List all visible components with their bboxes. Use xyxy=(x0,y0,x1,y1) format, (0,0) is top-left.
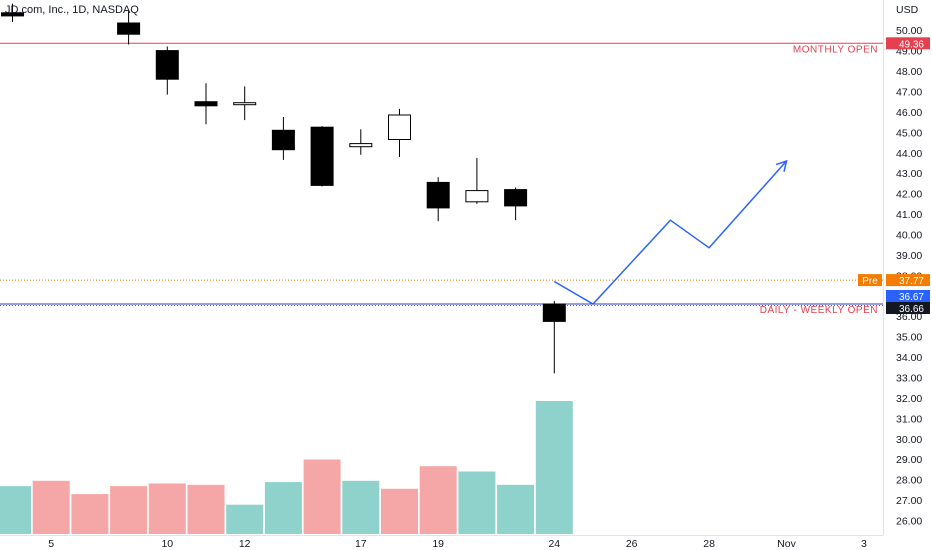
candlesticks xyxy=(1,3,566,374)
level-label: DAILY - WEEKLY OPEN xyxy=(760,305,878,316)
y-tick-label: 34.00 xyxy=(896,352,922,364)
volume-bar xyxy=(497,484,535,534)
x-tick-label: 26 xyxy=(626,538,638,550)
projection-line xyxy=(553,160,788,305)
y-tick-label: 26.00 xyxy=(896,516,922,528)
y-tick-label: 29.00 xyxy=(896,454,922,466)
y-tick-label: 33.00 xyxy=(896,373,922,385)
pre-label-text: Pre xyxy=(862,276,878,287)
y-tick-label: 47.00 xyxy=(896,87,922,99)
pre-price-tag-text: 37.77 xyxy=(899,276,924,287)
candle-body xyxy=(388,114,411,140)
candle-body xyxy=(155,50,179,80)
y-tick-label: 46.00 xyxy=(896,107,922,119)
x-tick-label: 28 xyxy=(703,538,715,550)
x-tick-label: 24 xyxy=(548,538,560,550)
candle-body xyxy=(426,181,450,209)
pre-price-tag xyxy=(886,274,930,287)
y-tick-label: 35.00 xyxy=(896,332,922,344)
volume-bars xyxy=(0,401,573,534)
level-price-tag xyxy=(886,37,930,50)
y-tick-label: 27.00 xyxy=(896,495,922,507)
x-tick-label: 3 xyxy=(861,538,867,550)
y-tick-label: 31.00 xyxy=(896,413,922,425)
y-tick-label: 30.00 xyxy=(896,434,922,446)
y-tick-label: 32.00 xyxy=(896,393,922,405)
candle-body xyxy=(194,101,218,107)
y-tick-label: 39.00 xyxy=(896,250,922,262)
volume-bar xyxy=(535,401,573,534)
volume-bar xyxy=(71,494,109,534)
chart-title: JD.com, Inc., 1D, NASDAQ xyxy=(5,4,139,16)
last-price-tag xyxy=(886,290,930,302)
y-tick-label: 43.00 xyxy=(896,168,922,180)
candle-body xyxy=(233,102,257,106)
x-tick-label: 10 xyxy=(161,538,173,550)
volume-bar xyxy=(187,484,225,534)
y-tick-label: 45.00 xyxy=(896,127,922,139)
volume-bar xyxy=(0,486,31,534)
candle-body xyxy=(542,303,566,322)
y-tick-label: 28.00 xyxy=(896,475,922,487)
volume-bar xyxy=(110,486,148,534)
volume-bar xyxy=(148,483,186,534)
y-tick-label: 44.00 xyxy=(896,148,922,160)
volume-bar xyxy=(303,459,341,534)
y-tick-label: 50.00 xyxy=(896,25,922,37)
candle-body xyxy=(349,143,373,148)
level-price-tag-text: 36.66 xyxy=(899,304,924,315)
y-tick-label: 42.00 xyxy=(896,189,922,201)
volume-bar xyxy=(381,488,418,534)
pre-label-tag xyxy=(858,274,882,287)
x-tick-label: 12 xyxy=(239,538,251,550)
y-tick-label: 40.00 xyxy=(896,230,922,242)
volume-bar xyxy=(264,482,302,534)
candle-body xyxy=(504,189,528,207)
projection-path xyxy=(553,159,788,305)
projection-arrowhead xyxy=(775,159,788,172)
y-tick-label: 48.00 xyxy=(896,66,922,78)
candle-body xyxy=(310,126,334,186)
volume-bar xyxy=(419,466,457,534)
level-price-tag-text: 49.36 xyxy=(899,39,924,50)
x-tick-label: 19 xyxy=(432,538,444,550)
level-price-tag xyxy=(886,302,930,314)
time-axis[interactable]: 5 10 12 17 19 24 26 28 Nov 3 xyxy=(48,538,867,550)
candle-body xyxy=(271,129,295,151)
volume-bar xyxy=(226,504,264,534)
last-price-tag-text: 36.67 xyxy=(899,292,924,303)
y-tick-label: 41.00 xyxy=(896,209,922,221)
x-tick-label: Nov xyxy=(777,538,796,550)
level-label: MONTHLY OPEN xyxy=(793,44,878,55)
horizontal-levels: MONTHLY OPEN DAILY - WEEKLY OPEN xyxy=(0,42,884,316)
candle-body xyxy=(117,22,141,35)
volume-bar xyxy=(32,480,70,534)
currency-label: USD xyxy=(896,4,919,16)
x-tick-label: 5 xyxy=(48,538,54,550)
volume-bar xyxy=(342,480,380,534)
volume-bar xyxy=(458,471,496,534)
candle-body xyxy=(1,12,24,17)
x-tick-label: 17 xyxy=(355,538,367,550)
y-tick-label: 36.00 xyxy=(896,311,922,323)
candle-body xyxy=(465,190,489,203)
